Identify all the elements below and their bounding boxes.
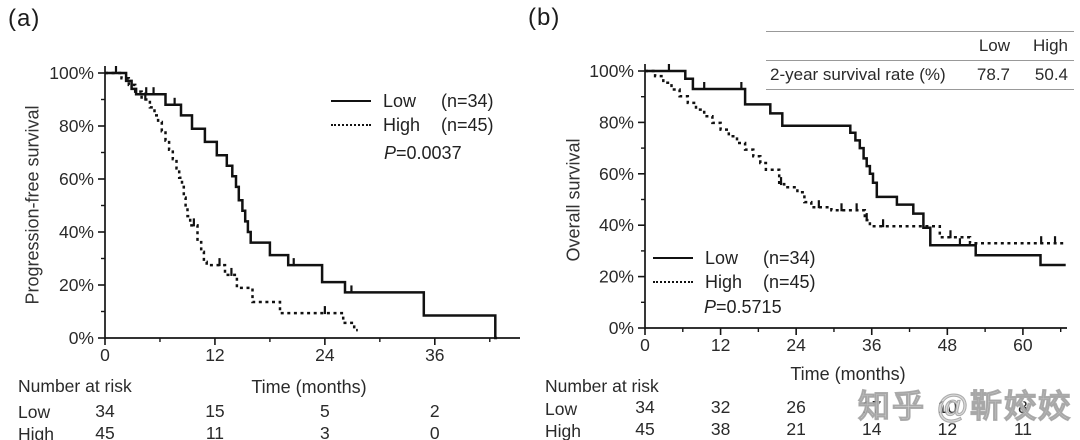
at-risk-value-high-b: 14 (862, 419, 882, 439)
legend-b-low-name: Low (705, 247, 739, 268)
at-risk-value-low-a: 15 (205, 401, 224, 421)
x-tick-label-b: 24 (786, 335, 806, 355)
x-tick-label-b: 48 (938, 335, 957, 355)
y-tick-label-b: 80% (599, 112, 634, 132)
at-risk-row-label-high-b: High (545, 421, 581, 440)
at-risk-value-high-b: 38 (711, 419, 730, 439)
x-tick-label-b: 12 (711, 335, 730, 355)
at-risk-row-label-high-a: High (18, 424, 54, 440)
km-curve-high-a (105, 71, 358, 332)
survival-rate-table-header: Low High (766, 32, 1074, 61)
x-tick-label-a: 0 (100, 345, 110, 365)
at-risk-value-high-b: 11 (1014, 419, 1032, 439)
dotted-line-sample-icon (331, 124, 371, 126)
x-tick-label-a: 24 (315, 345, 335, 365)
y-tick-label-a: 60% (59, 169, 94, 189)
table-row-label: 2-year survival rate (%) (770, 65, 946, 84)
at-risk-value-low-b: 34 (635, 397, 655, 417)
legend-b-low-count: (n=34) (763, 247, 816, 268)
x-axis-title-a: Time (months) (251, 377, 367, 397)
solid-line-sample-icon (331, 100, 371, 102)
survival-rate-table: Low High 2-year survival rate (%) 78.7 5… (766, 31, 1074, 90)
p-rest-b: =0.5715 (716, 297, 782, 317)
at-risk-value-low-b: 8 (1018, 397, 1028, 417)
at-risk-value-low-b: 32 (711, 397, 730, 417)
legend-b: Low (n=34) High (n=45) (653, 246, 816, 294)
x-tick-label-a: 12 (205, 345, 224, 365)
legend-a-high-name: High (383, 114, 421, 135)
y-tick-label-b: 40% (599, 215, 634, 235)
p-italic-a: P (384, 143, 397, 163)
at-risk-row-label-low-a: Low (18, 402, 51, 422)
y-tick-label-a: 0% (69, 328, 94, 348)
at-risk-value-high-b: 21 (786, 419, 805, 439)
y-tick-label-b: 20% (599, 267, 634, 287)
at-risk-title-a: Number at risk (18, 376, 132, 396)
y-tick-label-b: 100% (589, 61, 634, 81)
at-risk-value-high-a: 3 (320, 423, 330, 440)
legend-a-low-name: Low (383, 90, 417, 111)
x-tick-label-b: 0 (640, 335, 650, 355)
legend-a-row-high: High (n=45) (331, 113, 494, 137)
at-risk-value-low-b: 17 (862, 397, 881, 417)
x-tick-label-a: 36 (425, 345, 444, 365)
y-axis-title-b: Overall survival (563, 138, 584, 262)
at-risk-value-low-b: 10 (938, 397, 958, 417)
x-axis-title-b: Time (months) (790, 364, 906, 384)
y-axis-title-a: Progression-free survival (22, 105, 43, 305)
legend-a-high-count: (n=45) (441, 114, 494, 135)
at-risk-value-high-b: 12 (938, 419, 957, 439)
at-risk-value-low-b: 26 (786, 397, 805, 417)
y-tick-label-b: 0% (609, 318, 634, 338)
table-value-high: 50.4 (1034, 65, 1068, 84)
solid-line-sample-icon (653, 257, 693, 259)
y-tick-label-a: 80% (59, 116, 94, 136)
zhihu-watermark: 知乎 @靳姣姣 (857, 388, 1073, 425)
legend-a-low-count: (n=34) (441, 90, 494, 111)
p-value-a: P=0.0037 (384, 143, 462, 164)
table-header-high: High (1033, 36, 1068, 55)
at-risk-title-b: Number at risk (545, 376, 659, 396)
at-risk-value-high-b: 45 (635, 419, 654, 439)
y-tick-label-a: 40% (59, 222, 94, 242)
km-curve-low-a (105, 71, 498, 340)
p-value-b: P=0.5715 (704, 297, 782, 318)
table-header-low: Low (978, 36, 1010, 55)
p-rest-a: =0.0037 (396, 143, 462, 163)
y-tick-label-a: 100% (49, 63, 94, 83)
km-curve-low-b (645, 69, 1066, 267)
x-tick-label-b: 36 (862, 335, 881, 355)
at-risk-value-high-a: 0 (430, 423, 440, 440)
y-tick-label-b: 60% (599, 164, 634, 184)
p-italic-b: P (704, 297, 717, 317)
x-tick-label-b: 60 (1013, 335, 1033, 355)
legend-b-row-low: Low (n=34) (653, 246, 816, 270)
legend-b-high-count: (n=45) (763, 271, 816, 292)
at-risk-value-high-a: 45 (95, 423, 114, 440)
panel-label-b: (b) (528, 4, 561, 31)
legend-a: Low (n=34) High (n=45) (331, 89, 494, 137)
at-risk-value-high-a: 11 (206, 423, 224, 440)
at-risk-value-low-a: 2 (430, 401, 440, 421)
legend-b-row-high: High (n=45) (653, 270, 816, 294)
at-risk-value-low-a: 34 (95, 401, 115, 421)
dotted-line-sample-icon (653, 281, 693, 283)
panel-label-a: (a) (8, 5, 41, 32)
at-risk-row-label-low-b: Low (545, 399, 578, 419)
km-curve-high-b (645, 69, 1065, 245)
legend-b-high-name: High (705, 271, 743, 292)
legend-a-row-low: Low (n=34) (331, 89, 494, 113)
table-value-low: 78.7 (976, 65, 1010, 84)
y-tick-label-a: 20% (59, 275, 94, 295)
at-risk-value-low-a: 5 (320, 401, 330, 421)
